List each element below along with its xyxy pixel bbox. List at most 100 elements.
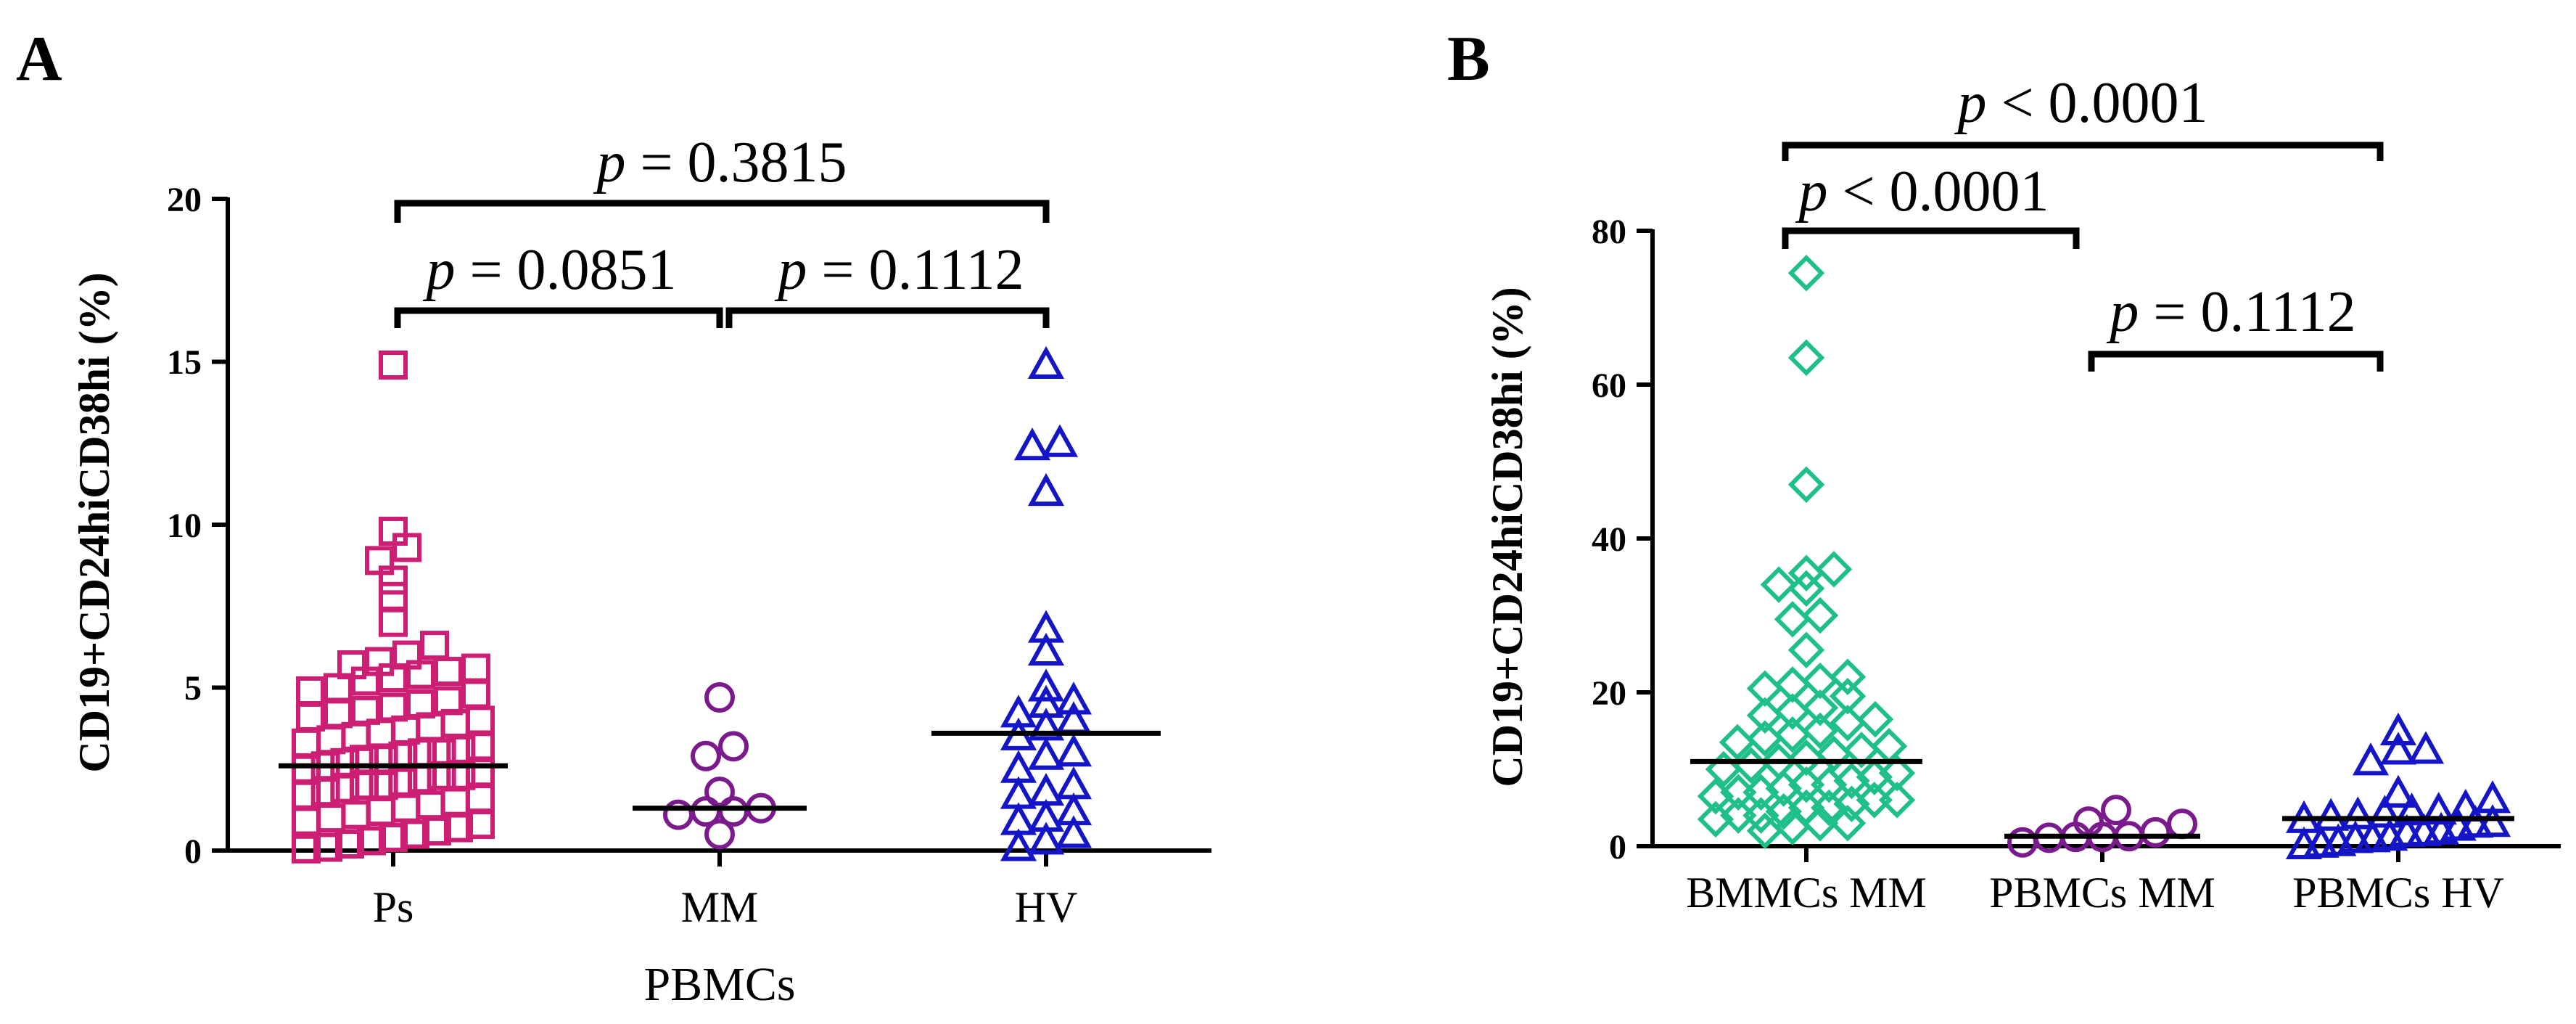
point-bmmcs-mm <box>1787 255 1825 292</box>
point-bmmcs-mm <box>1870 727 1908 765</box>
x-category-label-bmmcs-mm: BMMCs MM <box>1686 869 1927 917</box>
point-hv <box>1041 424 1079 457</box>
panel-b-points <box>1697 255 2511 859</box>
point-bmmcs-mm <box>1774 666 1811 703</box>
y-tick-label: 20 <box>167 181 202 219</box>
point-bmmcs-mm <box>1829 705 1867 742</box>
point-pbmcs-hv <box>2379 712 2417 746</box>
point-ps <box>379 350 408 380</box>
p-value-mm-hv: p = 0.1112 <box>774 238 1024 302</box>
point-bmmcs-mm <box>1829 804 1867 842</box>
bracket-bmmcs-mm-pbmcs-mm <box>1782 227 2080 249</box>
panel-a-significance-brackets: p = 0.3815 p = 0.0851 p = 0.1112 <box>394 131 1050 328</box>
point-ps <box>461 653 490 683</box>
point-bmmcs-mm <box>1787 554 1825 591</box>
point-bmmcs-mm <box>1856 700 1894 738</box>
point-bmmcs-mm <box>1746 812 1784 850</box>
y-tick-label: 5 <box>184 669 202 708</box>
point-bmmcs-mm <box>1774 716 1811 753</box>
point-ps <box>466 810 495 840</box>
point-bmmcs-mm <box>1829 678 1867 715</box>
y-tick-label: 60 <box>1592 366 1626 405</box>
point-bmmcs-mm <box>1746 670 1784 707</box>
point-ps <box>350 771 379 800</box>
point-bmmcs-mm <box>1801 804 1839 842</box>
point-hv <box>1055 734 1092 767</box>
point-pbmcs-hv <box>2474 804 2511 837</box>
point-mm <box>663 799 694 830</box>
point-ps <box>292 834 321 864</box>
point-ps <box>292 806 321 836</box>
point-pbmcs-hv <box>2379 774 2417 808</box>
x-category-label-mm: MM <box>681 883 759 931</box>
point-hv <box>1027 632 1065 666</box>
point-ps <box>357 826 386 856</box>
panel-a-label: A <box>16 24 62 94</box>
point-ps <box>379 823 408 853</box>
panel-b-label: B <box>1447 24 1490 94</box>
bracket-mm-hv <box>725 307 1050 328</box>
p-value-pbmcs-mm-pbmcs-hv: p = 0.1112 <box>2106 280 2355 344</box>
point-pbmcs-hv <box>2407 731 2445 764</box>
panel-a-y-axis-title: CD19+CD24hiCD38hi (%) <box>70 272 118 772</box>
point-bmmcs-mm <box>1774 693 1811 730</box>
point-bmmcs-mm <box>1746 720 1784 757</box>
point-ps <box>422 816 451 846</box>
panel-a: A CD19+CD24hiCD38hi (%) 0 5 10 15 20 Ps … <box>16 24 1211 1011</box>
x-category-label-pbmcs-mm: PBMCs MM <box>1989 869 2215 917</box>
point-mm <box>704 819 735 850</box>
point-ps <box>440 787 470 816</box>
point-ps <box>341 800 371 830</box>
y-tick-label: 0 <box>184 832 202 871</box>
y-tick-label: 10 <box>167 507 202 545</box>
point-hv <box>1027 737 1065 770</box>
point-bmmcs-mm <box>1787 631 1825 668</box>
point-hv <box>1055 815 1092 848</box>
point-hv <box>1000 828 1037 861</box>
point-bmmcs-mm <box>1760 566 1798 603</box>
point-bmmcs-mm <box>1815 551 1853 588</box>
bracket-pbmcs-mm-pbmcs-hv <box>2088 351 2384 372</box>
panel-b-y-axis-title: CD19+CD24hiCD38hi (%) <box>1484 287 1531 787</box>
point-bmmcs-mm <box>1829 658 1867 696</box>
point-bmmcs-mm <box>1774 808 1811 845</box>
y-tick-label: 15 <box>167 343 202 382</box>
point-bmmcs-mm <box>1801 597 1839 634</box>
point-ps <box>416 790 445 820</box>
point-bmmcs-mm <box>1801 689 1839 726</box>
point-pbmcs-mm <box>2007 827 2038 858</box>
bracket-ps-mm <box>394 307 723 328</box>
point-ps <box>392 533 421 562</box>
point-ps <box>466 705 495 735</box>
point-hv <box>1055 681 1092 715</box>
p-value-bmmcs-mm-pbmcs-hv: p < 0.0001 <box>1954 71 2207 135</box>
point-bmmcs-mm <box>1774 601 1811 638</box>
x-category-label-ps: Ps <box>373 883 414 931</box>
point-mm <box>704 681 735 713</box>
point-pbmcs-hv <box>2366 795 2403 828</box>
panel-b-y-ticks: 0 20 40 60 80 <box>1592 213 1653 867</box>
point-bmmcs-mm <box>1787 570 1825 607</box>
point-ps <box>351 666 380 696</box>
x-category-label-pbmcs-hv: PBMCs HV <box>2292 869 2504 917</box>
point-pbmcs-hv <box>2313 798 2350 831</box>
bracket-bmmcs-mm-pbmcs-hv <box>1782 142 2384 161</box>
panel-a-medians <box>279 730 1161 811</box>
point-hv <box>1013 427 1051 461</box>
point-ps <box>313 832 342 862</box>
point-bmmcs-mm <box>1843 732 1880 769</box>
point-bmmcs-mm <box>1787 339 1825 377</box>
point-pbmcs-mm <box>2101 795 2131 826</box>
point-ps <box>444 813 473 843</box>
p-value-bmmcs-mm-pbmcs-mm: p < 0.0001 <box>1795 160 2049 224</box>
point-bmmcs-mm <box>1787 466 1825 504</box>
point-pbmcs-hv <box>2340 796 2377 830</box>
point-bmmcs-mm <box>1719 724 1756 761</box>
point-bmmcs-mm <box>1878 782 1916 819</box>
y-tick-label: 80 <box>1592 213 1626 251</box>
point-ps <box>400 819 429 849</box>
point-ps <box>379 565 408 595</box>
point-hv <box>1027 472 1065 507</box>
point-ps <box>316 803 346 833</box>
